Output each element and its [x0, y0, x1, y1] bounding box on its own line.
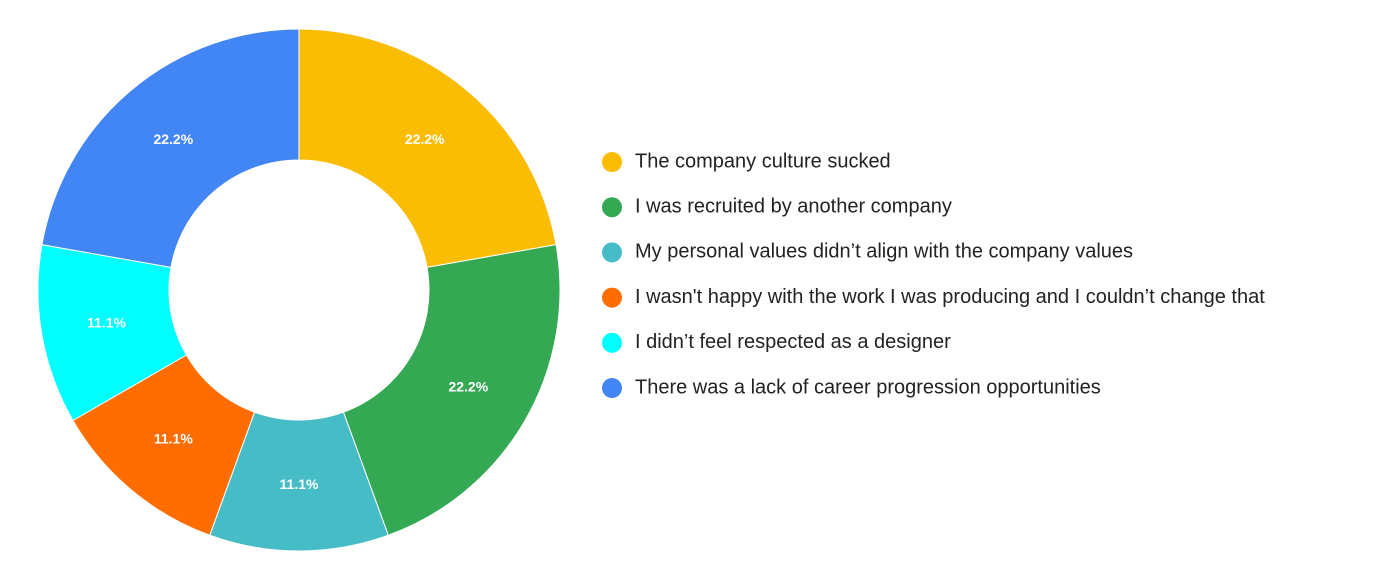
legend-marker	[602, 242, 622, 263]
legend-marker	[602, 197, 622, 218]
legend-marker	[602, 332, 622, 353]
donut-slice	[298, 28, 557, 269]
legend-marker	[602, 378, 622, 398]
value-label: 22.2%	[448, 378, 488, 394]
value-label: 22.2%	[405, 131, 445, 147]
donut-slice	[41, 28, 300, 269]
legend-label: I didn’t feel respected as a designer	[635, 331, 951, 353]
legend-label: I was recruited by another company	[635, 195, 952, 217]
legend-label: There was a lack of career progression o…	[635, 376, 1101, 398]
value-label: 11.1%	[87, 315, 126, 331]
value-label: 11.1%	[280, 476, 319, 492]
legend-label: My personal values didn’t align with the…	[635, 241, 1133, 263]
legend-marker	[602, 152, 622, 172]
donut-slice	[342, 244, 561, 536]
value-label: 11.1%	[154, 430, 193, 446]
legend-label: The company culture sucked	[635, 150, 891, 172]
legend-label: I wasn't happy with the work I was produ…	[635, 286, 1265, 308]
legend-marker	[602, 287, 622, 308]
value-label: 22.2%	[153, 131, 193, 147]
